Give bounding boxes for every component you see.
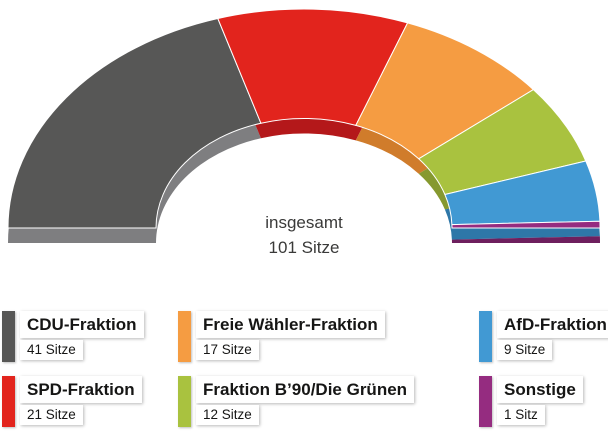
legend-item-seats: 41 Sitze [20, 340, 83, 360]
legend-item-seats: 17 Sitze [196, 340, 259, 360]
chart-segment [7, 17, 262, 229]
legend-item: SPD-Fraktion 21 Sitze [2, 376, 178, 427]
legend-item: Sonstige 1 Sitz [479, 376, 608, 427]
total-label-line1: insgesamt [265, 213, 343, 232]
legend-color-swatch [178, 311, 191, 362]
legend-item-seats: 9 Sitze [497, 340, 553, 360]
legend-color-swatch [178, 376, 191, 427]
legend-item: Freie Wähler-Fraktion 17 Sitze [178, 311, 479, 362]
legend-item: AfD-Fraktion 9 Sitze [479, 311, 608, 362]
legend-item-name: SPD-Fraktion [20, 376, 142, 403]
legend-item-seats: 12 Sitze [196, 405, 259, 425]
seat-distribution-chart [7, 8, 601, 243]
legend-item-name: Sonstige [497, 376, 583, 403]
legend-item-seats: 21 Sitze [20, 405, 83, 425]
legend-color-swatch [2, 376, 15, 427]
legend: CDU-Fraktion 41 Sitze Freie Wähler-Fraktio… [2, 311, 608, 427]
legend-item-name: Freie Wähler-Fraktion [196, 311, 385, 338]
legend-item: CDU-Fraktion 41 Sitze [2, 311, 178, 362]
legend-color-swatch [2, 311, 15, 362]
legend-color-swatch [479, 311, 492, 362]
chart-total-label: insgesamt 101 Sitze [204, 210, 404, 260]
chart-segment-depth [451, 236, 601, 243]
legend-item: Fraktion B’90/Die Grünen 12 Sitze [178, 376, 479, 427]
legend-color-swatch [479, 376, 492, 427]
legend-item-name: CDU-Fraktion [20, 311, 144, 338]
legend-item-name: AfD-Fraktion [497, 311, 608, 338]
legend-item-seats: 1 Sitz [497, 405, 545, 425]
total-label-line2: 101 Sitze [268, 238, 340, 257]
legend-item-name: Fraktion B’90/Die Grünen [196, 376, 415, 403]
chart-segment [451, 220, 601, 229]
